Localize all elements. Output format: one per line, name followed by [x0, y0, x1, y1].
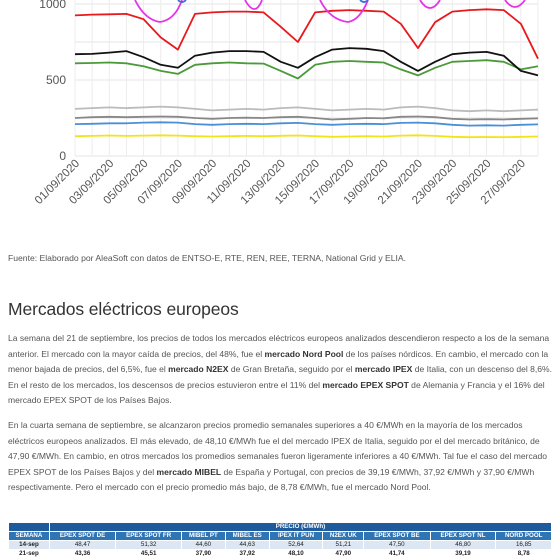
col-header: NORD POOL: [495, 531, 552, 541]
x-axis-tick-labels: 01/09/202003/09/202005/09/202007/09/2020…: [33, 158, 528, 207]
series-line: [74, 115, 539, 121]
table-cell: 41,74: [363, 549, 431, 559]
table-cell: 14-sep: [8, 540, 50, 550]
y-tick-label: 0: [59, 149, 66, 163]
chart-source-note: Fuente: Elaborado por AleaSoft con datos…: [8, 253, 407, 263]
partial-series-magenta: [134, 0, 526, 23]
table-cell: 21-sep: [8, 549, 50, 559]
series-line: [74, 8, 539, 60]
col-header: EPEX SPOT DE: [48, 531, 117, 541]
section-heading: Mercados eléctricos europeos: [8, 299, 239, 319]
table-cell: 46,80: [429, 540, 497, 550]
price-line-chart: 0 500 1000 01/09/202003/09/202005/09/20200…: [33, 0, 539, 207]
table-cell: 44,63: [224, 540, 270, 550]
col-header: EPEX SPOT NL: [429, 531, 497, 541]
magenta-line-segment: [134, 0, 183, 23]
table-cell: 48,10: [268, 549, 324, 559]
series-line: [74, 105, 539, 113]
table-cell: 8,78: [495, 549, 552, 559]
link-mibel[interactable]: mercado MIBEL: [156, 466, 222, 477]
table-row: 21-sep 43,36 45,51 37,90 37,92 48,10 47,…: [8, 549, 552, 559]
y-tick-label: 1000: [39, 0, 66, 11]
series-line: [74, 59, 539, 80]
table-cell: 43,36: [48, 549, 117, 559]
table-cell: 51,32: [115, 540, 183, 550]
link-ipex[interactable]: mercado IPEX: [354, 364, 413, 375]
link-nord-pool[interactable]: mercado Nord Pool: [264, 348, 344, 359]
chart-series: [74, 8, 539, 139]
blue-line-segment: [177, 0, 187, 3]
table-row: 14-sep 48,47 51,32 44,60 44,63 52,64 51,…: [8, 540, 552, 550]
series-line: [74, 134, 539, 139]
col-header: N2EX UK: [322, 531, 365, 541]
chart-gridlines: [74, 0, 539, 157]
magenta-line-segment: [419, 0, 441, 9]
col-header: IPEX IT PUN: [268, 531, 324, 541]
magenta-line-segment: [244, 0, 263, 10]
col-header: EPEX SPOT FR: [115, 531, 183, 541]
table-cell: 16,85: [495, 540, 552, 550]
col-header: SEMANA: [8, 531, 50, 541]
magenta-line-segment: [504, 0, 526, 8]
col-header: EPEX SPOT BE: [363, 531, 431, 541]
table-cell: 47,50: [363, 540, 431, 550]
paragraph-prices-drop: La semana del 21 de septiembre, los prec…: [8, 333, 553, 406]
table-cell: 51,21: [322, 540, 365, 550]
table-cell: 47,90: [322, 549, 365, 559]
link-epex-spot[interactable]: mercado EPEX SPOT: [322, 379, 409, 390]
table-cell: 37,90: [181, 549, 226, 559]
table-caption: PRECIO (€/MWh): [48, 522, 553, 532]
magenta-line-segment: [319, 0, 369, 23]
y-tick-label: 500: [46, 73, 66, 87]
series-line: [74, 121, 539, 127]
col-header: MIBEL ES: [224, 531, 270, 541]
blue-line-segment: [359, 0, 369, 3]
paragraph-weekly-averages: En la cuarta semana de septiembre, se al…: [8, 420, 548, 493]
link-n2ex[interactable]: mercado N2EX: [168, 364, 229, 375]
series-line: [74, 47, 539, 77]
price-table: PRECIO (€/MWh) SEMANA EPEX SPOT DE EPEX …: [8, 522, 553, 559]
table-cell: 45,51: [115, 549, 183, 559]
table-cell: 48,47: [48, 540, 117, 550]
table-cell: 44,60: [181, 540, 226, 550]
table-cell: 37,92: [224, 549, 270, 559]
table-cell: 39,19: [429, 549, 497, 559]
col-header: MIBEL PT: [181, 531, 226, 541]
table-cell: 52,64: [268, 540, 324, 550]
y-axis-tick-labels: 0 500 1000: [39, 0, 66, 163]
table-corner: [8, 522, 50, 532]
